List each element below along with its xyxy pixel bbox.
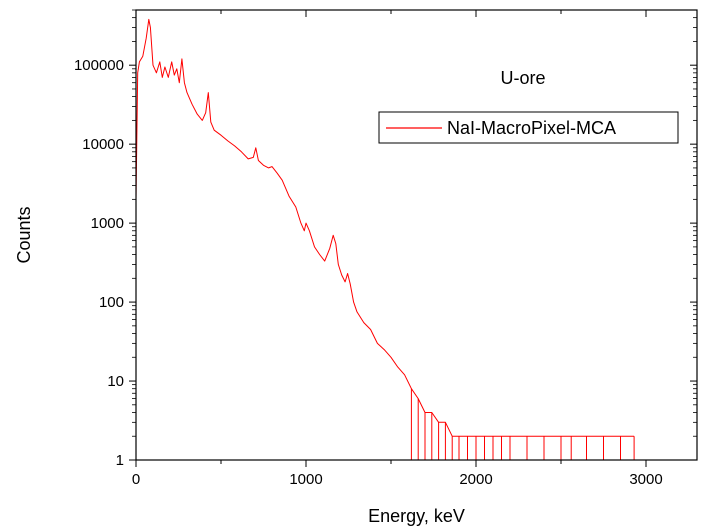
y-tick-label: 100 [99,294,124,311]
series-line [135,18,635,437]
y-tick-label: 1 [116,452,124,469]
x-tick-label: 0 [132,471,140,488]
y-tick-label: 10000 [82,136,124,153]
tick-labels-layer: 0 1000 2000 3000 1 10 100 1000 10000 100000 [74,57,663,488]
x-tick-label: 1000 [289,471,322,488]
y-tick-label: 10 [107,373,124,390]
x-tick-label: 2000 [459,471,492,488]
series-layer [135,18,635,460]
chart-annotation: U-ore [500,68,545,88]
legend: NaI-MacroPixel-MCA [378,111,679,144]
ticks-layer [129,9,697,467]
y-tick-label: 1000 [91,215,124,232]
x-axis-title: Energy, keV [368,506,465,526]
x-tick-label: 3000 [629,471,662,488]
legend-entry: NaI-MacroPixel-MCA [447,118,616,138]
y-axis-title: Counts [14,206,34,263]
y-tick-label: 100000 [74,57,124,74]
